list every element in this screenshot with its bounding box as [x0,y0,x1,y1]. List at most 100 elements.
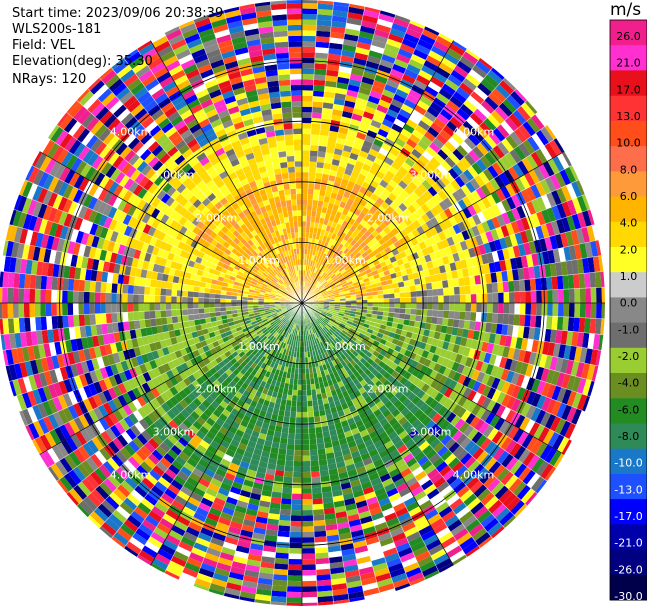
velocity-gate [353,57,367,66]
velocity-gate [321,207,328,214]
velocity-gate [356,223,364,231]
velocity-gate [304,248,308,255]
velocity-gate [401,73,416,85]
velocity-gate [284,465,294,472]
velocity-gate [422,150,434,162]
velocity-gate [405,118,418,130]
ray-separator [301,57,481,304]
velocity-gate [429,101,444,114]
velocity-gate [372,175,383,185]
velocity-gate [400,128,412,139]
velocity-gate [417,139,429,151]
velocity-gate [355,131,367,141]
velocity-gate [365,0,383,8]
velocity-gate [524,279,531,292]
velocity-gate [310,221,315,228]
velocity-gate [315,41,330,49]
velocity-gate [331,187,340,195]
velocity-gate [378,192,388,202]
velocity-gate [318,453,327,461]
velocity-gate [314,216,321,223]
velocity-gate [477,82,492,97]
velocity-gate [465,73,481,87]
velocity-gate [316,206,323,213]
velocity-gate [491,282,499,293]
velocity-gate [302,188,308,195]
velocity-gate [312,279,317,285]
velocity-gate [312,101,324,108]
velocity-gate [398,180,408,190]
velocity-gate [503,303,510,314]
velocity-gate [425,316,433,324]
velocity-gate [315,47,329,54]
velocity-gate [446,120,459,133]
velocity-gate [326,249,332,256]
velocity-gate [317,8,333,16]
velocity-gate [416,99,430,111]
velocity-gate [302,30,317,37]
velocity-gate [329,125,340,133]
velocity-gate [459,285,466,295]
velocity-gate [311,117,322,124]
velocity-gate [287,433,296,440]
velocity-gate [334,92,347,101]
velocity-gate [319,252,325,259]
velocity-gate [302,253,305,260]
velocity-gate [386,79,400,89]
velocity-gate [302,395,308,402]
velocity-gate [414,124,427,136]
velocity-gate [432,295,439,303]
velocity-gate [401,175,412,186]
velocity-gate [444,78,460,92]
velocity-gate [383,156,395,166]
velocity-gate [436,280,443,289]
velocity-gate [375,197,385,206]
velocity-gate [562,316,569,331]
velocity-gate [393,93,406,104]
velocity-gate [287,569,302,576]
velocity-gate [369,44,385,54]
velocity-gate [352,165,362,174]
velocity-gate [353,228,361,236]
velocity-gate [345,22,361,31]
velocity-gate [302,586,318,593]
velocity-gate [410,303,417,309]
velocity-gate [405,308,411,315]
velocity-gate [330,192,338,200]
velocity-gate [288,553,302,560]
velocity-gate [381,118,394,129]
velocity-gate [310,284,315,290]
velocity-gate [405,291,411,298]
velocity-gate [394,297,401,303]
velocity-gate [327,263,333,270]
velocity-gate [302,144,311,151]
velocity-gate [314,530,327,538]
velocity-gate [325,185,334,193]
velocity-gate [328,257,335,264]
velocity-gate [336,256,343,263]
velocity-gate [349,73,363,82]
velocity-gate [331,266,337,273]
velocity-gate [405,28,422,39]
velocity-gate [391,161,402,171]
velocity-gate [372,80,386,90]
velocity-gate [311,278,316,285]
velocity-gate [324,267,330,274]
velocity-gate [430,76,445,88]
velocity-gate [302,499,313,505]
velocity-gate [340,239,347,246]
velocity-gate [316,275,322,281]
velocity-gate [446,47,463,61]
velocity-gate [394,184,405,194]
velocity-gate [310,460,320,467]
velocity-gate [330,233,337,240]
velocity-gate [362,140,373,149]
velocity-gate [316,162,325,169]
velocity-gate [397,48,413,59]
velocity-gate [302,564,316,571]
velocity-gate [427,81,442,93]
velocity-gate [319,271,325,277]
velocity-gate [302,41,316,47]
velocity-gate [302,95,313,102]
velocity-gate [398,108,412,119]
